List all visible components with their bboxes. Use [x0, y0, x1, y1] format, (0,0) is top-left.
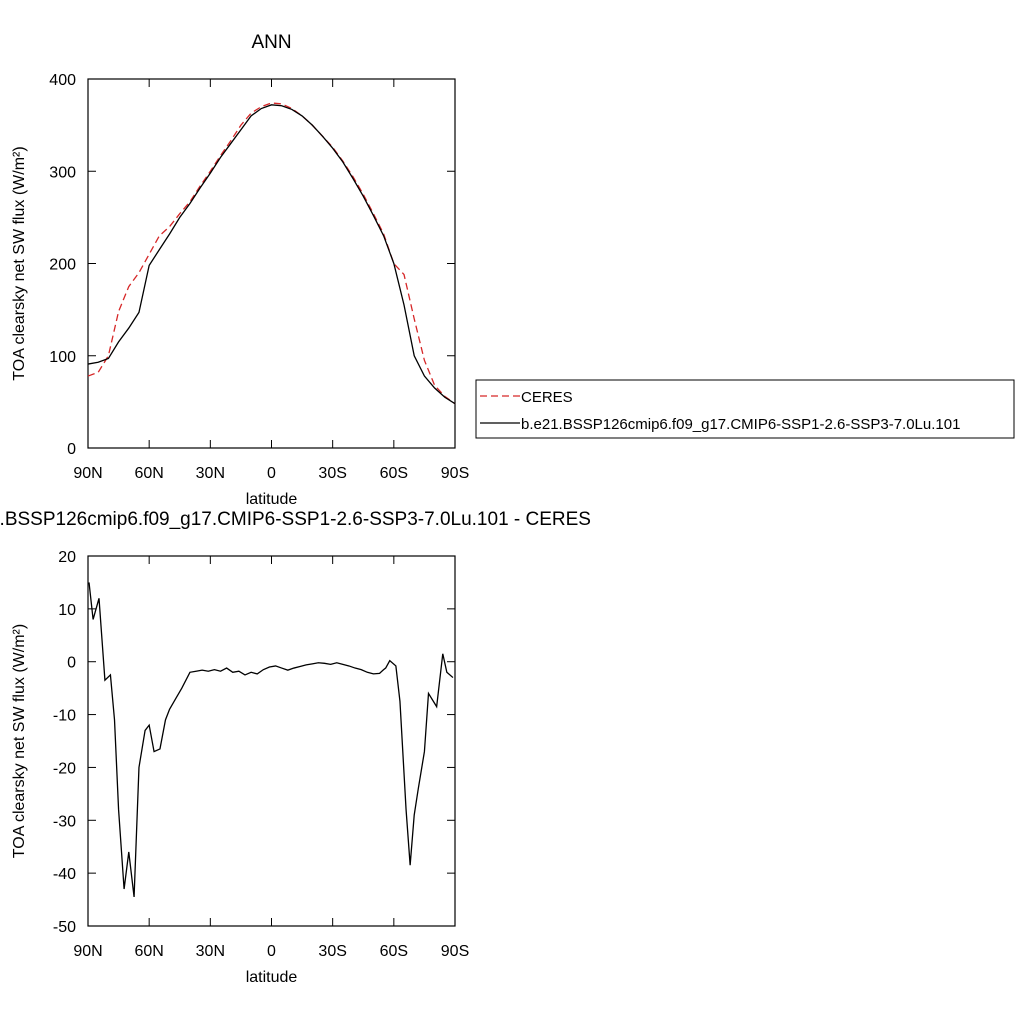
x-tick-label: 30N [196, 943, 225, 960]
x-tick-label: 30S [318, 465, 346, 482]
y-axis-label: TOA clearsky net SW flux (W/m²) [11, 146, 28, 380]
x-tick-label: 90N [73, 465, 102, 482]
x-tick-label: 60N [134, 943, 163, 960]
y-tick-label: 200 [49, 257, 76, 274]
x-tick-label: 90N [73, 943, 102, 960]
y-tick-label: 100 [49, 349, 76, 366]
legend-label: b.e21.BSSP126cmip6.f09_g17.CMIP6-SSP1-2.… [521, 416, 960, 433]
y-tick-label: -40 [53, 866, 76, 883]
x-tick-label: 0 [267, 943, 276, 960]
data-line [88, 582, 454, 898]
x-tick-label: 0 [267, 465, 276, 482]
y-tick-label: -50 [53, 919, 76, 936]
y-tick-label: 0 [67, 655, 76, 672]
chart-title: b.e21.BSSP126cmip6.f09_g17.CMIP6-SSP1-2.… [0, 509, 591, 530]
y-tick-label: -20 [53, 760, 76, 777]
y-tick-label: 10 [58, 602, 76, 619]
y-axis-label: TOA clearsky net SW flux (W/m²) [11, 624, 28, 858]
x-tick-label: 60N [134, 465, 163, 482]
data-line [87, 102, 456, 405]
data-line [87, 104, 456, 405]
x-tick-label: 60S [380, 943, 408, 960]
plot-frame [87, 555, 456, 927]
y-tick-label: 20 [58, 549, 76, 566]
y-tick-label: 400 [49, 72, 76, 89]
x-axis-label: latitude [246, 969, 298, 986]
y-tick-label: -30 [53, 813, 76, 830]
y-tick-label: -10 [53, 708, 76, 725]
y-tick-label: 300 [49, 164, 76, 181]
legend-box [475, 379, 1015, 439]
x-axis-label: latitude [246, 491, 298, 508]
y-tick-label: 0 [67, 441, 76, 458]
plot-frame [87, 78, 456, 449]
legend-label: CERES [521, 389, 573, 406]
x-tick-label: 90S [441, 943, 469, 960]
x-tick-label: 60S [380, 465, 408, 482]
x-tick-label: 90S [441, 465, 469, 482]
chart-title: ANN [251, 32, 291, 53]
x-tick-label: 30S [318, 943, 346, 960]
x-tick-label: 30N [196, 465, 225, 482]
